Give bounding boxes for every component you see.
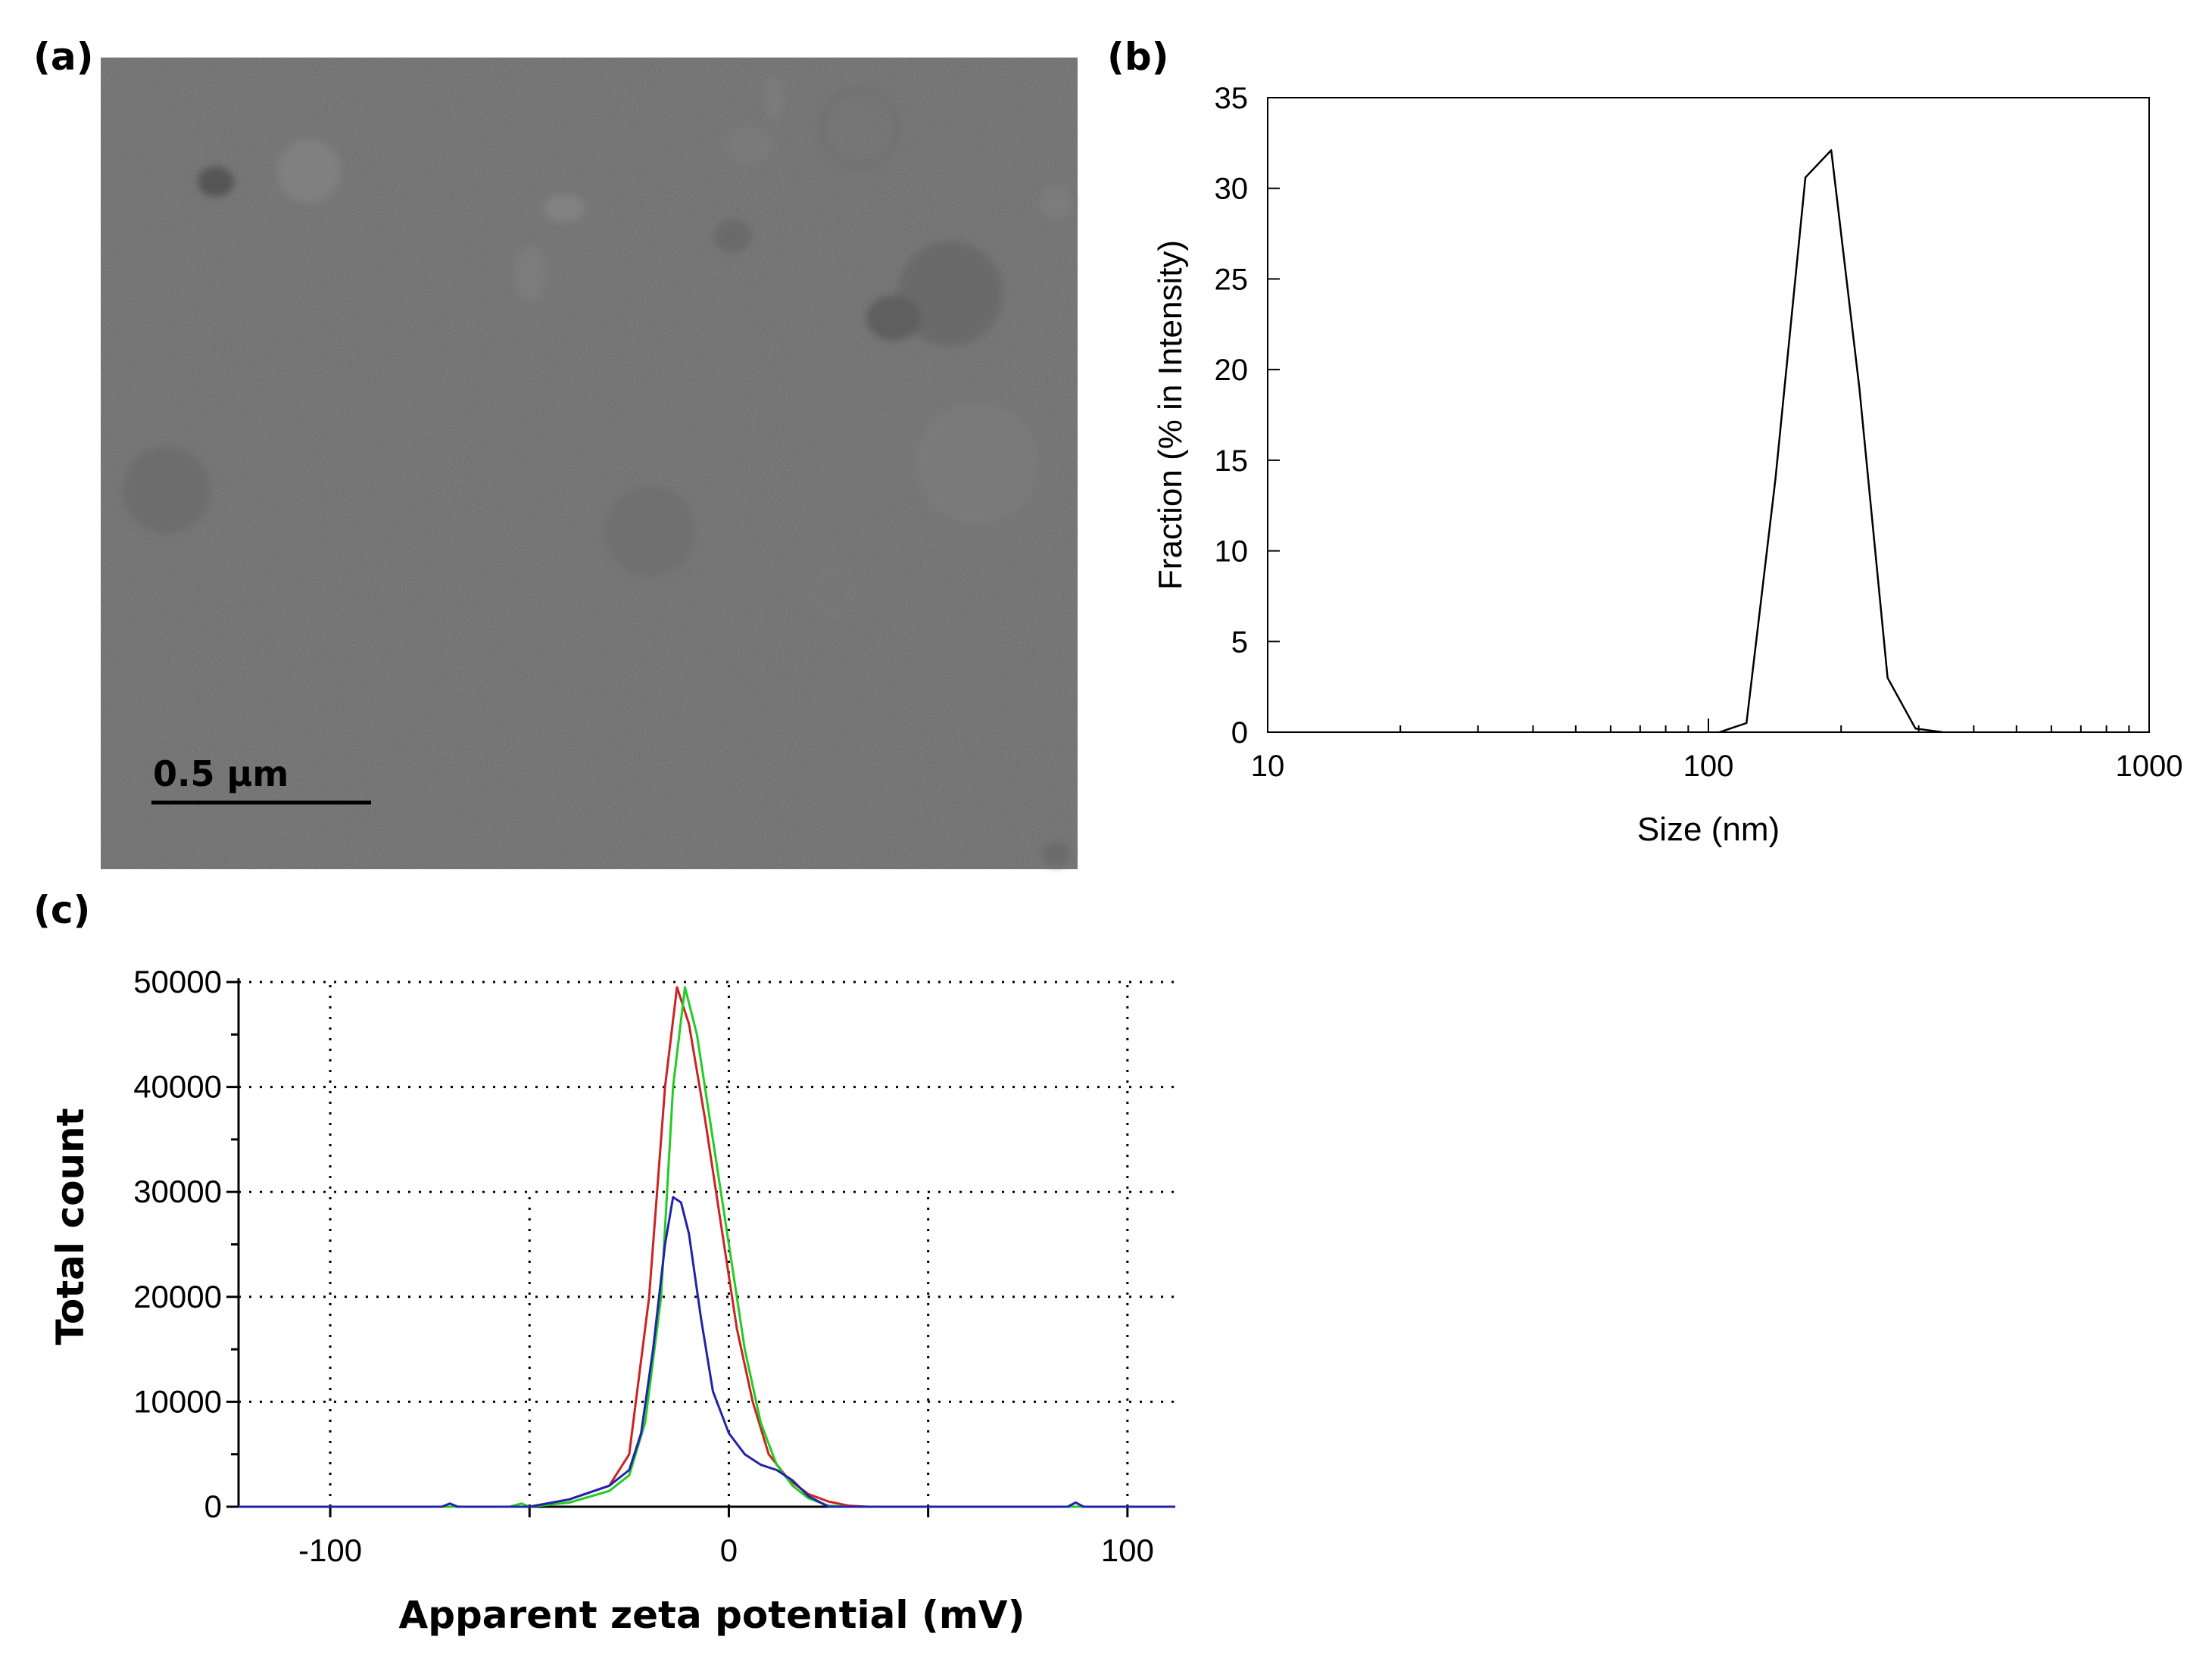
vesicle-particle — [818, 407, 916, 506]
debris — [543, 195, 585, 222]
y-tick-label: 15 — [1215, 444, 1249, 478]
y-tick-label: 30000 — [133, 1174, 222, 1209]
vesicle-particle — [812, 572, 854, 614]
y-tick-label: 0 — [204, 1489, 222, 1524]
y-tick-label: 50000 — [133, 964, 222, 999]
chart-b: 10 100 1000 0 5 10 15 20 25 30 35 Size (nm) Fracti… — [1152, 82, 2182, 848]
chart-c-axes: 0 10000 20000 30000 40000 50000 -100 0 100 — [133, 964, 1175, 1568]
debris — [513, 245, 547, 303]
y-tick-label: 30 — [1215, 173, 1249, 206]
panel-label-b: (b) — [1107, 35, 1169, 79]
x-tick-label: 100 — [1683, 750, 1734, 783]
chart-c-xlabel: Apparent zeta potential (mV) — [399, 1593, 1025, 1637]
debris — [727, 127, 772, 164]
panel-label-c: (c) — [33, 888, 90, 932]
debris — [198, 167, 234, 197]
y-tick-label: 25 — [1215, 263, 1249, 296]
y-tick-label: 40000 — [133, 1069, 222, 1105]
y-tick-label: 20000 — [133, 1279, 222, 1314]
debris — [1043, 842, 1070, 866]
debris — [866, 295, 921, 341]
x-tick-label: 100 — [1101, 1532, 1154, 1568]
vesicle-particle — [277, 139, 341, 203]
debris — [765, 76, 783, 121]
y-tick-label: 35 — [1215, 82, 1249, 115]
vesicle-particle — [819, 88, 900, 170]
chart-b-series — [1719, 149, 1943, 734]
y-tick-label: 5 — [1231, 625, 1248, 659]
chart-b-ylabel: Fraction (% in Intensity) — [1152, 240, 1189, 590]
y-tick-label: 10000 — [133, 1383, 222, 1419]
x-tick-label: 1000 — [2116, 750, 2183, 783]
chart-c-series — [238, 986, 1176, 1508]
size-distribution-line — [1719, 149, 1943, 734]
vesicle-particle — [916, 403, 1037, 524]
x-tick-label: 0 — [720, 1532, 738, 1568]
y-tick-label: 20 — [1215, 354, 1249, 387]
zeta-series-line-1 — [239, 986, 1175, 1508]
debris — [713, 220, 753, 253]
vesicle-particle — [1040, 186, 1073, 220]
vesicle-particle — [123, 446, 211, 534]
zeta-series-line-2 — [239, 986, 1175, 1508]
chart-c: 0 10000 20000 30000 40000 50000 -100 0 100 Appar… — [48, 964, 1176, 1637]
x-tick-label: 10 — [1251, 750, 1285, 783]
y-tick-label: 10 — [1215, 535, 1249, 569]
tem-micrograph: 0.5 μm — [101, 58, 1078, 869]
x-tick-label: -100 — [298, 1532, 362, 1568]
vesicle-particle — [897, 241, 1003, 347]
chart-c-ylabel: Total count — [48, 1108, 92, 1345]
vesicle-particle — [604, 486, 695, 577]
panel-label-a: (a) — [33, 35, 93, 79]
vesicle-particles — [123, 76, 1073, 866]
zeta-series-line-3 — [239, 1196, 1175, 1508]
chart-b-axes: 10 100 1000 0 5 10 15 20 25 30 35 — [1215, 82, 2183, 783]
scale-bar-label: 0.5 μm — [153, 753, 289, 794]
chart-c-grid — [239, 981, 1175, 1507]
chart-b-frame — [1267, 97, 2150, 733]
y-tick-label: 0 — [1231, 716, 1248, 750]
chart-b-xlabel: Size (nm) — [1637, 811, 1780, 848]
